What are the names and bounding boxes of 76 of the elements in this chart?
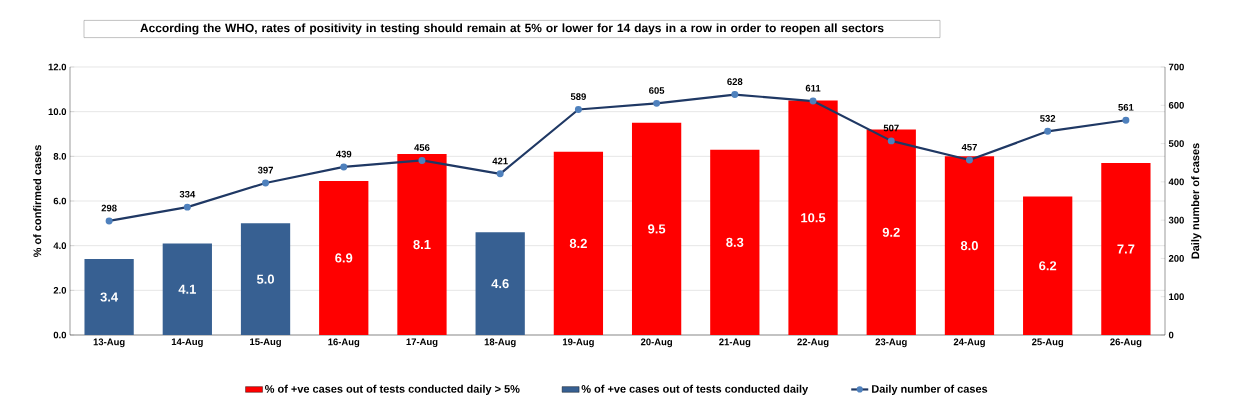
y2-tick-label: 500 xyxy=(1168,140,1184,147)
x-tick-label: 25-Aug xyxy=(1031,338,1064,348)
y-tick-label: 10.0 xyxy=(48,108,67,116)
bar xyxy=(710,149,760,335)
data-label: 421 xyxy=(492,157,508,165)
data-label: 628 xyxy=(727,78,743,86)
x-tick-label: 26-Aug xyxy=(1110,338,1142,348)
data-label: 456 xyxy=(414,144,430,151)
bar xyxy=(240,223,291,335)
bar xyxy=(397,154,447,335)
x-tick-label: 23-Aug xyxy=(875,338,907,348)
data-label: 439 xyxy=(336,150,352,158)
data-label: 9.2 xyxy=(882,227,900,237)
x-tick-label: 20-Aug xyxy=(640,338,673,348)
data-label: 3.4 xyxy=(100,292,119,302)
data-label: 7.7 xyxy=(1117,244,1135,254)
x-tick-label: 22-Aug xyxy=(797,338,829,348)
y2-axis-title: Daily number of cases xyxy=(1191,143,1202,259)
y-tick-label: 6.0 xyxy=(53,197,67,205)
data-label: 4.1 xyxy=(178,284,196,294)
data-label: 457 xyxy=(961,143,977,151)
data-label: 298 xyxy=(101,204,117,212)
x-tick-label: 15-Aug xyxy=(250,338,281,348)
legend-label: % of +ve cases out of tests conducted daily > 5% xyxy=(265,384,520,395)
bar xyxy=(1101,163,1151,335)
x-tick-label: 21-Aug xyxy=(719,338,751,348)
bar xyxy=(788,100,838,335)
data-label: 4.6 xyxy=(491,279,509,289)
data-label: 8.3 xyxy=(726,237,744,247)
data-label: 605 xyxy=(649,87,665,94)
data-label: 6.9 xyxy=(335,253,353,263)
data-label: 334 xyxy=(179,190,196,198)
data-label: 397 xyxy=(257,166,274,174)
bar xyxy=(944,156,995,335)
legend-label: Daily number of cases xyxy=(872,384,988,395)
chart-title: According the WHO, rates of positivity in testing should remain at 5% or lower for 14 days in a row in order to reopen all sectors xyxy=(140,23,884,35)
data-label: 507 xyxy=(883,124,899,132)
y-axis-title: % of confirmed cases xyxy=(33,145,42,258)
data-label: 8.2 xyxy=(569,238,587,249)
data-label: 6.2 xyxy=(1039,261,1057,271)
y2-tick-label: 100 xyxy=(1169,293,1184,301)
y-tick-label: 12.0 xyxy=(48,63,67,71)
y2-tick-label: 300 xyxy=(1168,216,1184,224)
y2-tick-label: 600 xyxy=(1168,101,1184,109)
bar xyxy=(84,259,134,335)
bar xyxy=(631,122,682,335)
y-tick-label: 0.0 xyxy=(53,331,67,339)
legend-label: % of +ve cases out of tests conducted daily xyxy=(581,384,809,395)
data-label: 8.0 xyxy=(960,241,978,251)
y2-tick-label: 0 xyxy=(1168,331,1174,339)
data-label: 9.5 xyxy=(648,224,666,234)
bar xyxy=(162,243,212,335)
x-tick-label: 14-Aug xyxy=(171,338,203,348)
data-label: 611 xyxy=(805,84,821,92)
y2-tick-label: 700 xyxy=(1168,63,1184,71)
x-tick-label: 18-Aug xyxy=(484,338,516,348)
data-label: 8.1 xyxy=(413,239,431,250)
bar xyxy=(475,232,525,335)
data-label: 532 xyxy=(1040,115,1056,122)
bar xyxy=(553,151,604,335)
x-tick-label: 17-Aug xyxy=(406,338,438,348)
bar xyxy=(1023,196,1073,335)
bar xyxy=(319,180,369,335)
data-label: 5.0 xyxy=(256,274,275,284)
x-tick-label: 19-Aug xyxy=(562,338,594,348)
data-label: 589 xyxy=(570,93,586,100)
y-tick-label: 4.0 xyxy=(53,242,67,250)
data-label: 10.5 xyxy=(801,213,826,223)
y-tick-label: 2.0 xyxy=(53,286,67,294)
x-tick-label: 13-Aug xyxy=(93,338,125,348)
data-label: 561 xyxy=(1118,103,1134,111)
y2-tick-label: 200 xyxy=(1168,255,1184,262)
x-tick-label: 24-Aug xyxy=(953,338,985,348)
y-tick-label: 8.0 xyxy=(53,152,67,160)
y2-tick-label: 400 xyxy=(1168,178,1184,186)
x-tick-label: 16-Aug xyxy=(328,338,360,348)
